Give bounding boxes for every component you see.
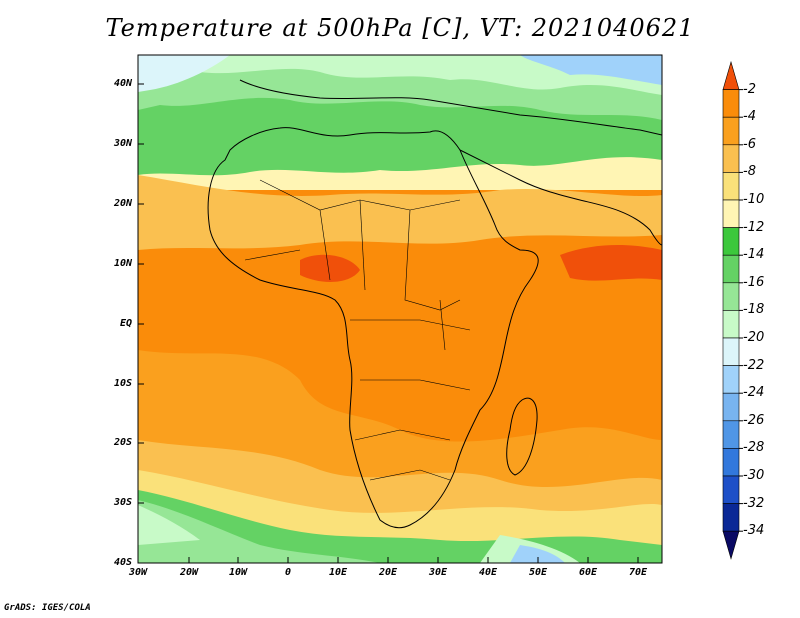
colorbar-label: -8 xyxy=(743,164,756,180)
colorbar-label: -34 xyxy=(743,523,765,539)
colorbar-swatch xyxy=(722,144,740,173)
lon-label-60e: 60E xyxy=(578,567,598,578)
lon-label-10e: 10E xyxy=(328,567,348,578)
colorbar-swatch xyxy=(722,199,740,228)
lat-label-30n: 30N xyxy=(113,138,132,149)
colorbar-label: -20 xyxy=(743,330,765,345)
lat-label-10s: 10S xyxy=(113,378,132,389)
colorbar-label: -10 xyxy=(743,192,765,207)
lat-label-40s: 40S xyxy=(113,557,132,568)
lat-label-20s: 20S xyxy=(113,437,132,448)
madagascar-outline xyxy=(506,397,538,476)
lon-label-30w: 30W xyxy=(128,567,148,578)
colorbar-swatch xyxy=(722,448,740,477)
lon-label-30e: 30E xyxy=(428,567,448,578)
colorbar-label: -12 xyxy=(743,219,765,235)
colorbar-swatch xyxy=(722,172,740,201)
axis-ticks xyxy=(138,83,639,563)
colorbar-label: -22 xyxy=(743,357,765,373)
lon-label-50e: 50E xyxy=(528,567,548,578)
colorbar-swatch xyxy=(722,116,740,146)
colorbar-label: -18 xyxy=(743,302,765,318)
lon-label-20w: 20W xyxy=(179,567,199,578)
colorbar-swatch xyxy=(722,254,740,284)
coastlines xyxy=(207,79,662,529)
lat-label-eq: EQ xyxy=(119,318,132,329)
temp-band-north-20 xyxy=(138,55,662,95)
temp-band-minus8-north xyxy=(138,175,662,250)
africa-outline xyxy=(207,127,539,529)
lat-label-40n: 40N xyxy=(113,78,132,89)
colorbar-label: -4 xyxy=(743,109,756,125)
temp-band-minus20-south xyxy=(138,505,200,545)
temp-band-minus18-south xyxy=(138,500,380,563)
colorbar-swatch xyxy=(722,282,740,311)
colorbar-swatch xyxy=(722,227,740,256)
colorbar-label: -24 xyxy=(743,385,765,401)
lat-label-10n: 10N xyxy=(113,258,132,269)
colorbar-swatch xyxy=(722,365,740,394)
country-borders xyxy=(244,179,471,481)
colorbar-swatch xyxy=(722,503,740,532)
colorbar-swatch xyxy=(722,530,740,560)
temp-band-north-22 xyxy=(520,55,662,85)
arabia-coast xyxy=(459,149,662,246)
plot-frame xyxy=(137,54,663,564)
lon-label-0: 0 xyxy=(284,567,292,578)
colorbar-label: -16 xyxy=(743,274,765,290)
lat-label-20n: 20N xyxy=(113,198,132,209)
lon-label-40e: 40E xyxy=(478,567,498,578)
colorbar-swatch xyxy=(722,337,740,366)
mediterranean-coast xyxy=(239,79,662,136)
colorbar-label: -26 xyxy=(743,412,765,428)
colorbar-swatch xyxy=(722,392,740,422)
temp-band-se-cold xyxy=(510,545,565,563)
colorbar-swatch xyxy=(722,310,740,339)
temp-band-north-west xyxy=(138,55,230,92)
colorbar-label: -32 xyxy=(743,495,765,511)
map-title: Temperature at 500hPa [C], VT: 202104062… xyxy=(105,14,695,42)
lon-label-70e: 70E xyxy=(628,567,648,578)
colorbar-swatch xyxy=(722,475,740,504)
temp-core-east xyxy=(560,245,662,281)
lon-label-10w: 10W xyxy=(228,567,248,578)
colorbar-label: -6 xyxy=(743,136,756,152)
colorbar-swatch xyxy=(722,420,740,449)
credit-text: GrADS: IGES/COLA xyxy=(4,603,91,613)
lat-label-30s: 30S xyxy=(113,497,132,508)
colorbar-label: -28 xyxy=(743,440,765,456)
colorbar-label: -14 xyxy=(743,247,765,263)
lon-label-20e: 20E xyxy=(378,567,398,578)
colorbar-swatch xyxy=(722,89,740,118)
colorbar-label: -2 xyxy=(743,81,756,97)
colorbar-label: -30 xyxy=(743,468,765,483)
temp-core-west xyxy=(300,254,360,282)
colorbar-swatch xyxy=(722,60,740,90)
